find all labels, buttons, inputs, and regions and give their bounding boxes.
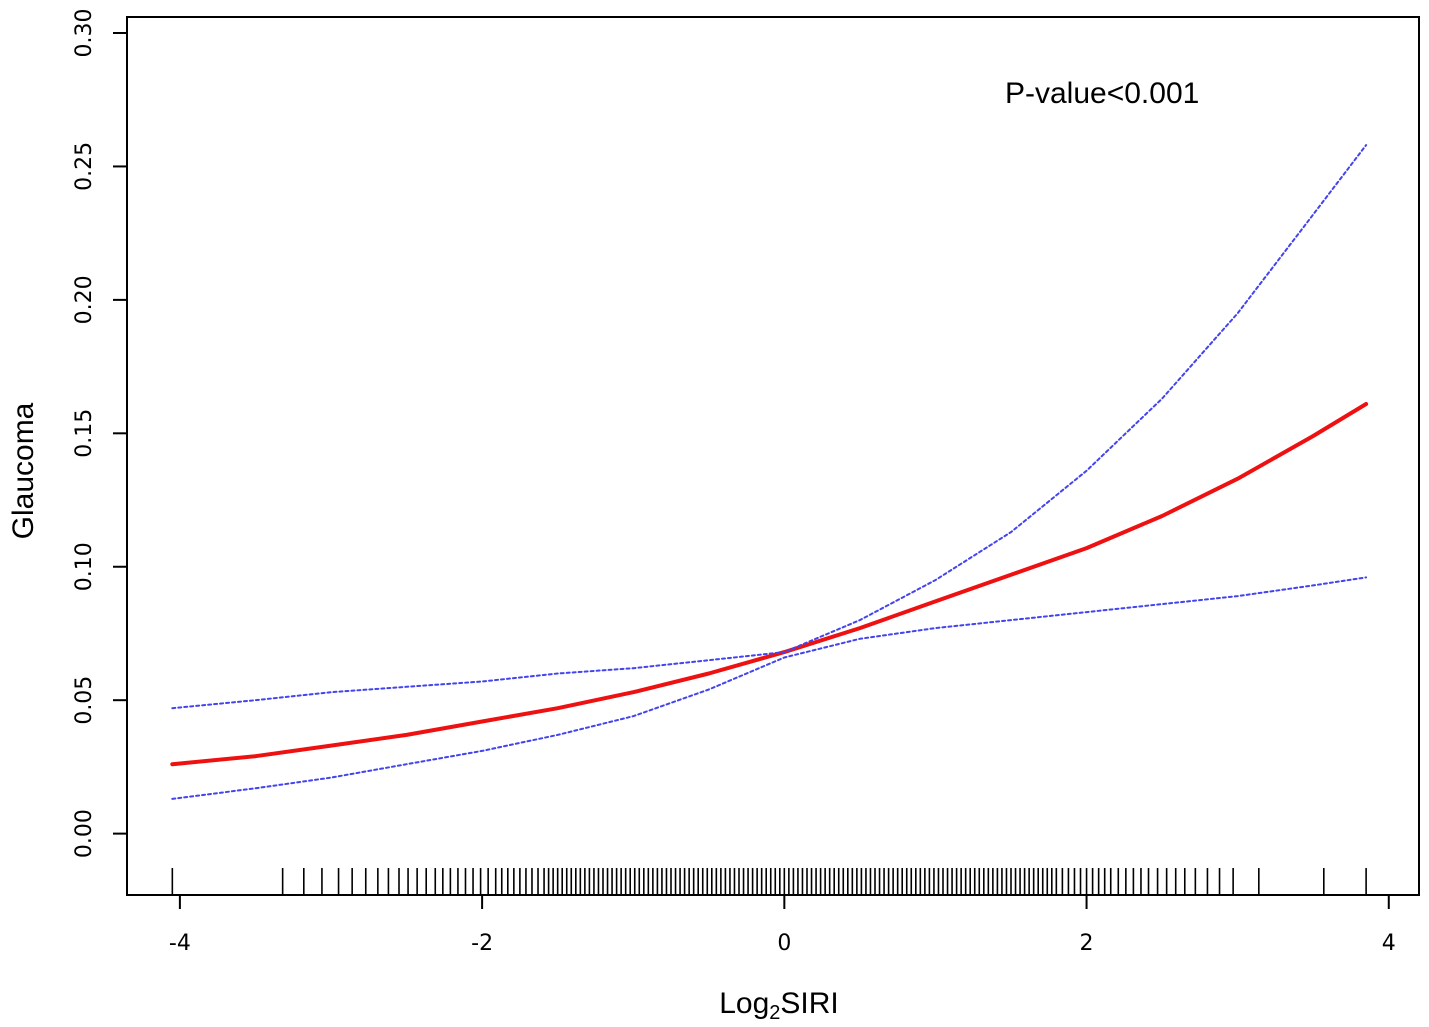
y-tick-label-2: 0.10 <box>72 542 97 591</box>
x-axis-title: Log2SIRI <box>719 987 839 1024</box>
rug-layer <box>171 868 1367 895</box>
x-axis: -4 -2 0 2 4 <box>169 894 1396 956</box>
x-tick-label-4: 4 <box>1382 931 1396 956</box>
plot-frame <box>126 16 1420 896</box>
series-ci-lower <box>171 576 1368 800</box>
y-tick-label-5: 0.25 <box>72 142 97 191</box>
p-value-annotation: P-value<0.001 <box>1005 77 1199 110</box>
x-axis-title-subscript: 2 <box>769 1002 780 1024</box>
y-tick-label-1: 0.05 <box>72 676 97 725</box>
y-tick-label-0: 0.00 <box>72 809 97 858</box>
x-axis-title-prefix: Log <box>719 987 769 1020</box>
x-axis-title-suffix: SIRI <box>780 987 838 1020</box>
x-tick-label-3: 2 <box>1080 931 1094 956</box>
series-layer <box>170 144 1369 800</box>
series-estimate <box>170 402 1369 767</box>
y-tick-label-3: 0.15 <box>72 409 97 458</box>
x-tick-label-1: -2 <box>471 931 493 956</box>
y-tick-label-6: 0.30 <box>72 9 97 58</box>
x-tick-label-2: 0 <box>777 931 791 956</box>
series-ci-upper <box>171 144 1368 710</box>
y-axis-title: Glaucoma <box>7 402 40 539</box>
x-tick-label-0: -4 <box>169 931 191 956</box>
y-tick-label-4: 0.20 <box>72 275 97 324</box>
y-axis: 0.00 0.05 0.10 0.15 0.20 0.25 0.30 <box>72 9 128 858</box>
